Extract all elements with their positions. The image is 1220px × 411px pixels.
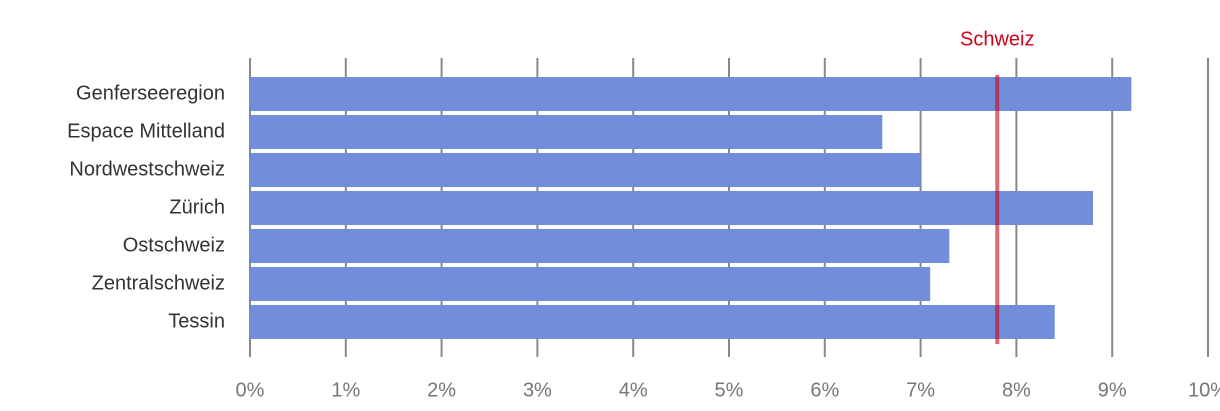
bar	[250, 191, 1094, 225]
bar	[250, 305, 1055, 339]
y-tick-label: Ostschweiz	[123, 234, 225, 256]
bar	[250, 267, 931, 301]
x-tick-label: 10%	[1188, 379, 1220, 401]
x-tick-label: 5%	[715, 379, 744, 401]
x-tick-label: 6%	[810, 379, 839, 401]
x-tick-label: 7%	[906, 379, 935, 401]
y-tick-label: Zentralschweiz	[92, 272, 225, 294]
y-tick-label: Genferseeregion	[76, 82, 225, 104]
bar	[250, 115, 883, 149]
bar	[250, 153, 921, 187]
y-tick-label: Tessin	[168, 310, 225, 332]
x-tick-label: 9%	[1098, 379, 1127, 401]
x-tick-label: 8%	[1002, 379, 1031, 401]
y-tick-label: Zürich	[169, 196, 225, 218]
x-tick-label: 2%	[427, 379, 456, 401]
bar	[250, 229, 950, 263]
x-tick-label: 4%	[619, 379, 648, 401]
x-tick-label: 0%	[236, 379, 265, 401]
y-tick-label: Espace Mittelland	[67, 120, 225, 142]
y-tick-label: Nordwestschweiz	[69, 158, 225, 180]
reference-label: Schweiz	[960, 28, 1034, 50]
x-tick-label: 3%	[523, 379, 552, 401]
x-tick-label: 1%	[331, 379, 360, 401]
bar	[250, 77, 1132, 111]
